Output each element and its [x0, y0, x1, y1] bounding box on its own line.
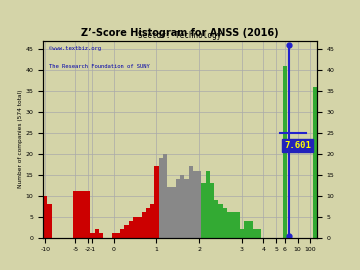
Bar: [137, 217, 141, 238]
Bar: [176, 179, 180, 238]
Bar: [193, 170, 197, 238]
Title: Z’-Score Histogram for ANSS (2016): Z’-Score Histogram for ANSS (2016): [81, 28, 279, 38]
Bar: [231, 212, 235, 238]
Bar: [201, 183, 206, 238]
Bar: [244, 221, 248, 238]
Bar: [133, 217, 137, 238]
Y-axis label: Number of companies (574 total): Number of companies (574 total): [18, 90, 23, 188]
Bar: [180, 175, 184, 238]
Bar: [82, 191, 86, 238]
Bar: [120, 229, 125, 238]
Bar: [112, 233, 116, 238]
Bar: [283, 66, 287, 238]
Bar: [189, 166, 193, 238]
Bar: [219, 204, 223, 238]
Bar: [248, 221, 253, 238]
Bar: [73, 191, 77, 238]
Bar: [167, 187, 171, 238]
Bar: [125, 225, 129, 238]
Bar: [154, 166, 159, 238]
Bar: [227, 212, 231, 238]
Text: 7.601: 7.601: [284, 141, 311, 150]
Bar: [206, 170, 210, 238]
Bar: [240, 229, 244, 238]
Bar: [150, 204, 154, 238]
Bar: [235, 212, 240, 238]
Bar: [48, 204, 52, 238]
Text: ©www.textbiz.org: ©www.textbiz.org: [49, 46, 101, 51]
Bar: [171, 187, 176, 238]
Bar: [99, 233, 103, 238]
Bar: [94, 229, 99, 238]
Bar: [86, 191, 90, 238]
Bar: [312, 87, 317, 238]
Text: The Research Foundation of SUNY: The Research Foundation of SUNY: [49, 64, 149, 69]
Bar: [214, 200, 219, 238]
Bar: [257, 229, 261, 238]
Bar: [141, 212, 146, 238]
Bar: [163, 154, 167, 238]
Bar: [129, 221, 133, 238]
Text: Sector: Technology: Sector: Technology: [138, 31, 222, 39]
Bar: [184, 179, 189, 238]
Bar: [77, 191, 82, 238]
Bar: [43, 196, 48, 238]
Bar: [253, 229, 257, 238]
Bar: [116, 233, 120, 238]
Bar: [210, 183, 214, 238]
Bar: [223, 208, 227, 238]
Bar: [146, 208, 150, 238]
Bar: [197, 170, 201, 238]
Bar: [159, 158, 163, 238]
Bar: [90, 233, 94, 238]
